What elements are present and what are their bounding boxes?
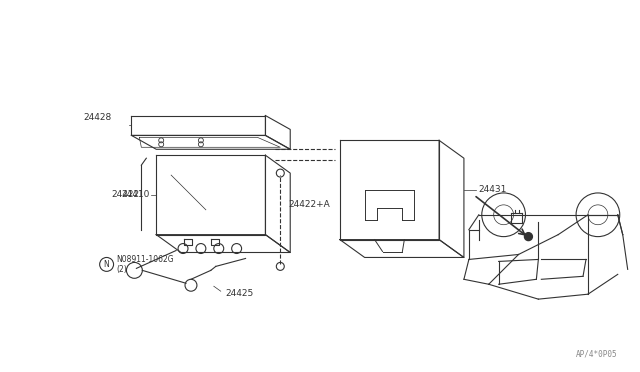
Text: AP/4*0P05: AP/4*0P05: [576, 350, 618, 359]
Text: N: N: [104, 260, 109, 269]
Text: 24428: 24428: [83, 113, 111, 122]
Text: 24410: 24410: [122, 190, 150, 199]
Text: 24431: 24431: [479, 186, 507, 195]
Text: N08911-1062G
(2): N08911-1062G (2): [116, 255, 174, 274]
Circle shape: [524, 232, 532, 241]
Text: 24422: 24422: [111, 190, 140, 199]
Text: 24422+A: 24422+A: [288, 201, 330, 209]
Text: 24425: 24425: [226, 289, 254, 298]
